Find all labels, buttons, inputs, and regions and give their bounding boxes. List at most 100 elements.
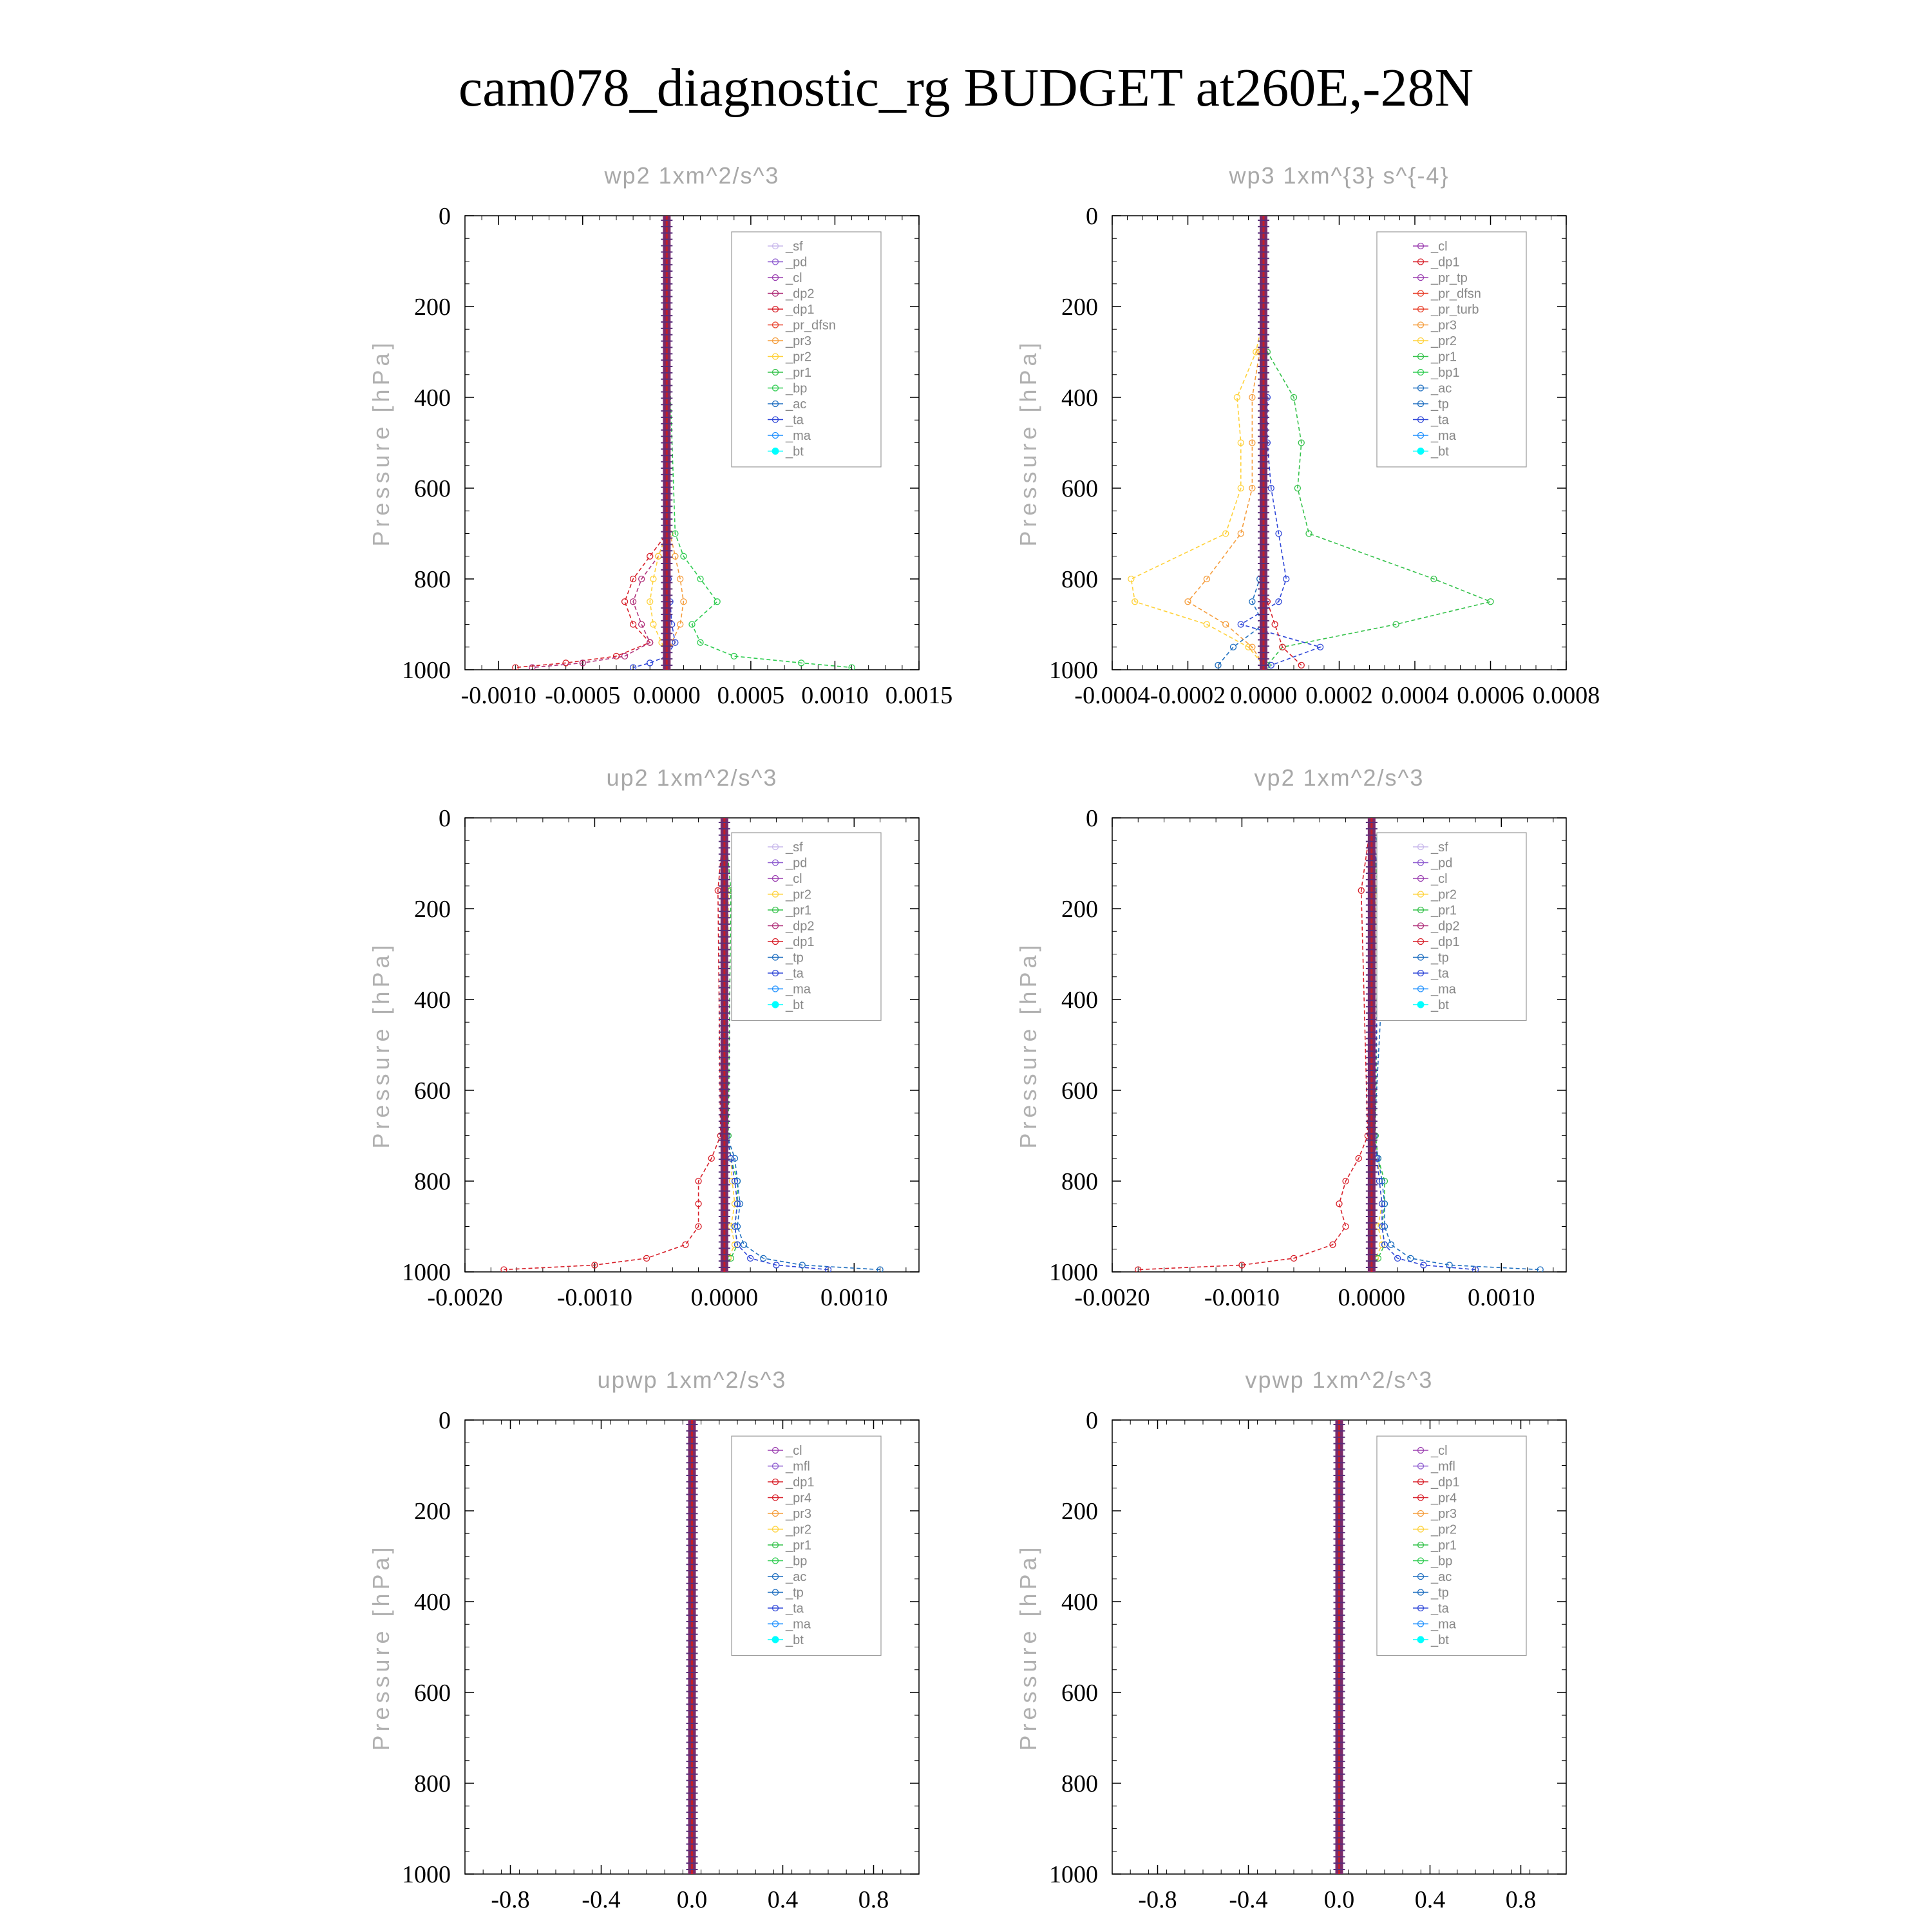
y-tick-label: 800 xyxy=(1061,1770,1098,1797)
legend-swatch-marker xyxy=(1417,859,1425,866)
legend-swatch-marker xyxy=(772,448,779,455)
legend-swatch-marker xyxy=(1417,875,1425,882)
series-marker xyxy=(1298,661,1305,669)
legend-swatch-marker xyxy=(772,954,779,961)
legend-swatch-marker xyxy=(1417,891,1425,898)
series-marker xyxy=(1537,1266,1544,1272)
series-marker xyxy=(731,1223,739,1230)
series-marker xyxy=(1283,575,1290,583)
series-line xyxy=(1138,818,1372,1271)
y-axis-label: Pressure [hPa] xyxy=(368,339,394,546)
x-tick-label: -0.0010 xyxy=(461,682,536,709)
legend-label: _bt xyxy=(785,998,804,1012)
legend-swatch-marker xyxy=(772,969,779,977)
series-marker xyxy=(677,621,684,628)
x-tick-label: 0.0010 xyxy=(820,1284,888,1311)
legend-swatch-marker xyxy=(1417,290,1425,297)
legend-box xyxy=(1376,231,1527,468)
legend-label: _ma xyxy=(1430,983,1457,997)
series-marker xyxy=(629,664,637,670)
legend-swatch-marker xyxy=(1417,368,1425,376)
legend-label: _pr2 xyxy=(785,1523,811,1537)
y-axis-label: Pressure [hPa] xyxy=(368,941,394,1148)
legend-label: _bt xyxy=(785,445,804,459)
series-marker xyxy=(734,1223,741,1230)
x-tick-label: 0.0005 xyxy=(717,682,785,709)
legend-swatch-marker xyxy=(1417,448,1425,455)
series-marker xyxy=(1203,575,1211,583)
legend-label: _ma xyxy=(1430,429,1457,443)
series-marker xyxy=(680,598,687,605)
chart-panel: upwp 1xm^2/s^3 Pressure [hPa] 0 200 400 600 80… xyxy=(368,1367,920,1913)
series-marker xyxy=(1387,1241,1395,1248)
x-tick-label: 0.0010 xyxy=(801,682,869,709)
series-marker xyxy=(562,659,569,667)
series-marker xyxy=(697,639,704,646)
series-marker xyxy=(730,652,737,659)
legend-label: _dp1 xyxy=(785,935,815,949)
series-marker xyxy=(1342,1223,1349,1230)
series-marker xyxy=(647,553,654,560)
legend-label: _dp1 xyxy=(1430,935,1460,949)
series-marker xyxy=(1237,530,1244,537)
x-tick-label: 0.0008 xyxy=(1533,682,1600,709)
legend-label: _pr_dfsn xyxy=(1430,287,1481,301)
legend-swatch-marker xyxy=(772,1620,779,1627)
legend-swatch-marker xyxy=(1417,258,1425,265)
legend-swatch-marker xyxy=(772,1604,779,1612)
x-tick-label: 0.4 xyxy=(768,1886,799,1913)
series-line xyxy=(1130,216,1264,666)
x-tick-label: 0.0000 xyxy=(691,1284,759,1311)
legend-label: _pr4 xyxy=(1430,1492,1457,1506)
legend-label: _bt xyxy=(785,1633,804,1647)
legend-box xyxy=(1376,1435,1527,1656)
legend-label: _pr1 xyxy=(785,366,811,380)
series-marker xyxy=(1472,1266,1479,1272)
legend-label: _pr3 xyxy=(785,1507,811,1521)
legend-swatch-marker xyxy=(1417,1573,1425,1580)
legend-label: _bp xyxy=(1430,1555,1452,1569)
series-marker xyxy=(650,621,657,628)
legend-swatch-marker xyxy=(772,1494,779,1501)
page-title: cam078_diagnostic_rg BUDGET at260E,-28N xyxy=(458,58,1474,118)
legend-swatch-marker xyxy=(772,1636,779,1643)
legend-label: _cl xyxy=(785,872,802,886)
legend-swatch-marker xyxy=(1417,1636,1425,1643)
legend-label: _pr1 xyxy=(785,1539,811,1553)
legend-label: _pr1 xyxy=(1430,904,1457,918)
series-marker xyxy=(1355,1155,1362,1162)
legend-label: _ta xyxy=(785,413,804,428)
legend-label: _dp1 xyxy=(785,1475,815,1490)
legend-label: _dp2 xyxy=(785,287,815,301)
legend-label: _pr4 xyxy=(785,1492,811,1506)
y-tick-label: 800 xyxy=(1061,566,1098,593)
legend-label: _pd xyxy=(785,256,807,270)
legend-swatch-marker xyxy=(1417,384,1425,392)
series-marker xyxy=(672,553,679,560)
legend-label: _ma xyxy=(785,1618,811,1632)
legend-label: _ac xyxy=(785,397,806,412)
series-line xyxy=(666,216,852,668)
legend-swatch-marker xyxy=(772,368,779,376)
legend-label: _bt xyxy=(1430,1633,1449,1647)
legend-swatch-marker xyxy=(772,1510,779,1517)
plot-area xyxy=(1135,818,1544,1272)
plot-area xyxy=(686,1420,698,1874)
series-marker xyxy=(731,1155,739,1162)
y-tick-label: 600 xyxy=(414,475,451,502)
legend: _cl _mfl_dp1 _pr4_pr3 _pr2 _pr1 _bp_ac _tp _ta _… xyxy=(1376,1435,1527,1656)
y-tick-label: 400 xyxy=(414,987,451,1014)
chart-title: up2 1xm^2/s^3 xyxy=(607,764,778,791)
series-line xyxy=(1217,216,1265,666)
legend-label: _bt xyxy=(1430,445,1449,459)
legend-swatch-marker xyxy=(1417,1463,1425,1470)
legend: _sf _pd_cl _pr2 _pr1 _dp2_dp1 _tp _ta _ma_bt xyxy=(1376,832,1527,1021)
series-marker xyxy=(1420,1262,1427,1269)
x-tick-label: -0.8 xyxy=(1138,1886,1177,1913)
y-tick-label: 600 xyxy=(1061,1077,1098,1104)
series-marker xyxy=(1237,621,1244,628)
y-tick-label: 600 xyxy=(414,1077,451,1104)
legend-label: _cl xyxy=(785,1444,802,1458)
legend-swatch-marker xyxy=(772,400,779,408)
legend-swatch-marker xyxy=(772,431,779,439)
